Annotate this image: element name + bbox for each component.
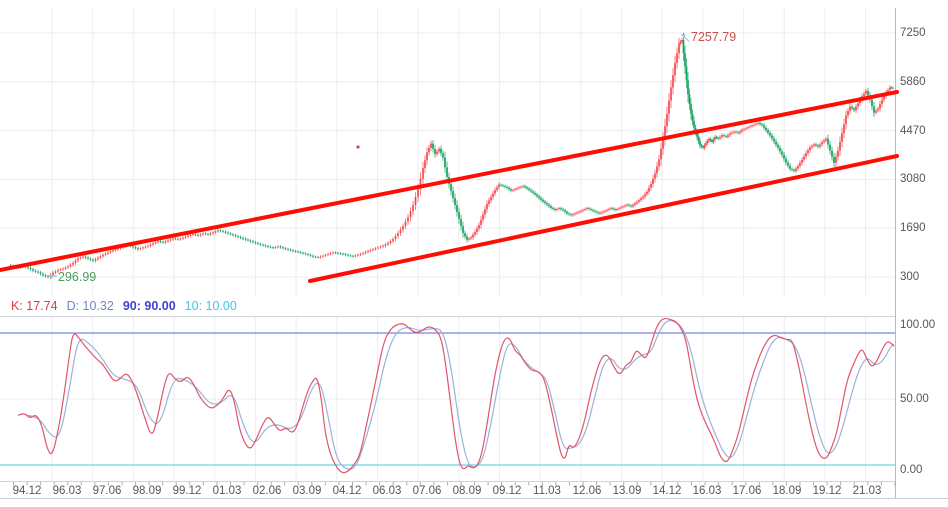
date-label: 97.06 xyxy=(92,485,122,497)
date-label: 04.12 xyxy=(332,485,362,497)
date-label: 96.03 xyxy=(52,485,82,497)
indicator-legend: K: 17.74 D: 10.32 90: 90.00 10: 10.00 xyxy=(11,299,237,313)
date-label: 16.03 xyxy=(692,485,722,497)
date-label: 98.09 xyxy=(132,485,162,497)
price-axis-label: 3080 xyxy=(900,173,926,186)
price-axis-label: 4470 xyxy=(900,124,926,137)
legend-upper-level: 90: 90.00 xyxy=(122,299,176,313)
price-chart-panel[interactable] xyxy=(0,8,895,297)
date-label: 14.12 xyxy=(652,485,682,497)
annotation-low-price: 296.99 xyxy=(58,270,97,284)
date-label: 17.06 xyxy=(732,485,762,497)
date-label: 18.09 xyxy=(772,485,802,497)
legend-d-value: D: 10.32 xyxy=(66,299,114,313)
date-label: 07.06 xyxy=(412,485,442,497)
date-label: 03.09 xyxy=(292,485,322,497)
price-axis-label: 7250 xyxy=(900,27,926,39)
date-label: 01.03 xyxy=(212,485,242,497)
date-label: 99.12 xyxy=(172,485,202,497)
date-label: 13.09 xyxy=(612,485,642,497)
date-label: 21.03 xyxy=(852,485,882,497)
date-label: 09.12 xyxy=(492,485,522,497)
indicator-axis-label: 0.00 xyxy=(900,464,923,476)
indicator-axis-label: 50.00 xyxy=(900,393,929,405)
legend-lower-level: 10: 10.00 xyxy=(184,299,237,313)
date-label: 94.12 xyxy=(12,485,42,497)
date-label: 12.06 xyxy=(572,485,602,497)
legend-k-value: K: 17.74 xyxy=(11,299,58,313)
indicator-axis-label: 100.00 xyxy=(900,319,936,331)
date-label: 11.03 xyxy=(533,485,561,497)
date-label: 19.12 xyxy=(812,485,842,497)
date-label: 08.09 xyxy=(452,485,482,497)
price-axis-label: 5860 xyxy=(900,75,926,88)
date-label: 02.06 xyxy=(252,485,282,497)
indicator-panel[interactable] xyxy=(0,317,895,481)
date-label: 06.03 xyxy=(372,485,402,497)
price-axis-label: 1690 xyxy=(900,222,926,235)
annotation-high-price: 7257.79 xyxy=(691,30,737,44)
price-axis-label: 300 xyxy=(900,271,920,283)
